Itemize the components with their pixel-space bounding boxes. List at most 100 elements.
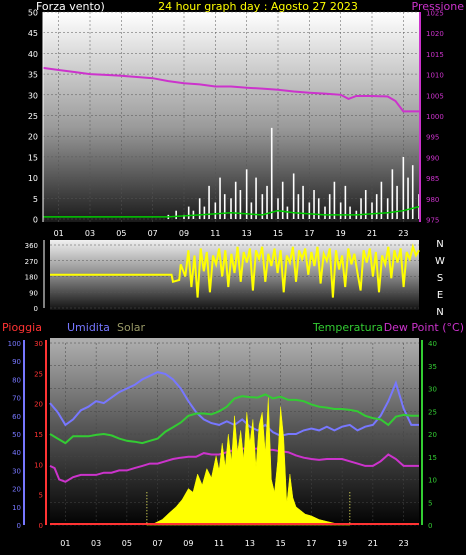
wind-axis-label: Forza vento)	[36, 0, 105, 13]
pressure-axis-label: Pressione	[412, 0, 465, 13]
tick-label-hum-10: 10	[12, 504, 21, 512]
tick-label-hour-21: 21	[367, 229, 377, 238]
tick-label-pressure-1005: 1005	[426, 92, 444, 100]
tick-label-hour-07: 07	[148, 229, 158, 238]
gust-line	[43, 205, 420, 218]
tick-label-hour-09: 09	[179, 229, 189, 238]
tick-label-pressure-1015: 1015	[426, 51, 444, 59]
tick-label-wind-40: 40	[28, 50, 38, 59]
tick-label-pressure-975: 975	[426, 217, 439, 225]
tick-label-hour-bottom-19: 19	[337, 539, 347, 548]
tick-label-wind-5: 5	[33, 195, 38, 204]
tick-label-hour-11: 11	[210, 229, 220, 238]
tick-label-hour-bottom-21: 21	[368, 539, 378, 548]
plot-layer	[42, 66, 420, 526]
tick-label-hum-60: 60	[12, 413, 21, 421]
axes-layer: 0510152025303540455097598098599099510001…	[8, 9, 445, 549]
tick-label-wind-0: 0	[33, 216, 38, 225]
temperature-label: Temperatura	[312, 321, 383, 334]
tick-label-pressure-990: 990	[426, 154, 439, 162]
tick-label-temp-40: 40	[428, 340, 437, 348]
tick-label-hour-bottom-09: 09	[183, 539, 193, 548]
tick-label-hum-50: 50	[12, 431, 21, 439]
compass-label-w-1: W	[435, 256, 445, 267]
dewpoint-line	[49, 447, 419, 483]
tick-label-pressure-1010: 1010	[426, 72, 444, 80]
tick-label-pressure-1000: 1000	[426, 113, 444, 121]
tick-label-wind-15: 15	[28, 153, 38, 162]
tick-label-temp-20: 20	[428, 431, 437, 439]
tick-label-hour-03: 03	[85, 229, 95, 238]
tick-label-rain-0: 0	[39, 522, 43, 530]
tick-label-pressure-1020: 1020	[426, 30, 444, 38]
tick-label-hum-30: 30	[12, 467, 21, 475]
tick-label-temp-25: 25	[428, 408, 437, 416]
tick-label-hour-05: 05	[116, 229, 126, 238]
solar-label: Solar	[117, 321, 146, 334]
tick-label-hum-20: 20	[12, 486, 21, 494]
direction-line	[50, 243, 420, 298]
tick-label-hour-15: 15	[273, 229, 283, 238]
tick-label-dir-90: 90	[29, 289, 38, 297]
tick-label-pressure-985: 985	[426, 175, 439, 183]
tick-label-dir-270: 270	[25, 258, 38, 266]
tick-label-rain-5: 5	[39, 492, 43, 500]
tick-label-rain-10: 10	[34, 461, 43, 469]
tick-label-dir-180: 180	[25, 274, 38, 282]
tick-label-hum-80: 80	[12, 376, 21, 384]
tick-label-temp-0: 0	[428, 522, 432, 530]
tick-label-hum-100: 100	[8, 340, 21, 348]
tick-label-temp-35: 35	[428, 363, 437, 371]
tick-label-hour-bottom-11: 11	[214, 539, 224, 548]
tick-label-dir-0: 0	[34, 305, 38, 313]
pressure-line	[42, 66, 419, 113]
tick-label-wind-50: 50	[28, 9, 38, 18]
tick-label-hour-23: 23	[398, 229, 408, 238]
tick-label-hour-bottom-23: 23	[399, 539, 409, 548]
tick-label-hum-90: 90	[12, 358, 21, 366]
tick-label-hour-bottom-01: 01	[60, 539, 70, 548]
tick-label-hum-40: 40	[12, 449, 21, 457]
tick-label-wind-25: 25	[28, 112, 38, 121]
tick-label-hour-bottom-17: 17	[306, 539, 316, 548]
tick-label-hour-bottom-15: 15	[276, 539, 286, 548]
compass-label-n-0: N	[436, 239, 443, 250]
tick-label-rain-15: 15	[34, 431, 43, 439]
tick-label-dir-360: 360	[25, 242, 38, 250]
compass-label-s-2: S	[437, 273, 443, 284]
tick-label-pressure-1025: 1025	[426, 10, 444, 18]
compass-label-n-4: N	[436, 307, 443, 318]
dewpoint-label: Dew Point (°C)	[384, 321, 464, 334]
tick-label-rain-25: 25	[34, 370, 43, 378]
tick-label-wind-30: 30	[28, 91, 38, 100]
tick-label-hour-bottom-13: 13	[245, 539, 255, 548]
tick-label-wind-35: 35	[28, 71, 38, 80]
solar-area	[146, 397, 350, 526]
tick-label-pressure-995: 995	[426, 134, 439, 142]
tick-label-hour-bottom-05: 05	[122, 539, 132, 548]
tick-label-wind-10: 10	[28, 174, 38, 183]
tick-label-temp-15: 15	[428, 454, 437, 462]
tick-label-hour-bottom-07: 07	[153, 539, 163, 548]
tick-label-rain-20: 20	[34, 401, 43, 409]
temperature-line	[49, 393, 419, 445]
tick-label-temp-10: 10	[428, 477, 437, 485]
tick-label-temp-5: 5	[428, 499, 432, 507]
tick-label-wind-20: 20	[28, 133, 38, 142]
tick-label-temp-30: 30	[428, 386, 437, 394]
chart-title: 24 hour graph day : Agosto 27 2023	[158, 0, 358, 13]
wind-panel-bg	[43, 12, 419, 222]
tick-label-hum-70: 70	[12, 395, 21, 403]
tick-label-hour-19: 19	[336, 229, 346, 238]
tick-label-hour-13: 13	[242, 229, 252, 238]
tick-label-pressure-980: 980	[426, 196, 439, 204]
humidity-label: Umidita	[67, 321, 110, 334]
rain-label: Pioggia	[2, 321, 42, 334]
tick-label-hour-01: 01	[54, 229, 64, 238]
compass-label-e-3: E	[437, 290, 443, 301]
tick-label-wind-45: 45	[28, 29, 38, 38]
tick-label-hour-17: 17	[304, 229, 314, 238]
tick-label-hum-0: 0	[17, 522, 21, 530]
